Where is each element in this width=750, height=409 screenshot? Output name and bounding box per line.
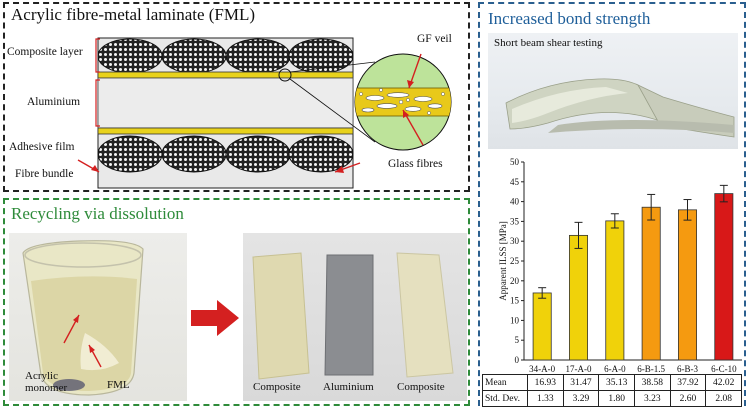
table-cell: 38.58 <box>633 374 671 391</box>
gf-veil-label: GF veil <box>417 33 452 45</box>
table-cell: 42.02 <box>705 374 742 391</box>
specimen-illustration <box>505 78 735 138</box>
short-beam-shear-photo: Short beam shear testing <box>488 33 738 149</box>
bar <box>714 193 734 361</box>
beaker-illustration <box>22 240 144 396</box>
table-row-std: Std. Dev. 1.33 3.29 1.80 3.23 2.60 2.08 <box>482 390 742 407</box>
y-tick-label: 25 <box>510 256 520 266</box>
x-tick-label: 6-B-1.5 <box>637 364 665 374</box>
x-tick-label: 6-B-3 <box>677 364 698 374</box>
x-tick-label: 6-C-10 <box>711 364 737 374</box>
bond-panel-title: Increased bond strength <box>488 9 651 28</box>
fibre-bundle-label: Fibre bundle <box>15 168 74 180</box>
bar <box>605 220 625 361</box>
table-cell: 1.33 <box>527 390 564 407</box>
y-tick-label: 15 <box>510 296 520 306</box>
ilss-chart: 0 5 10 15 20 25 30 35 40 45 50 Apparent ILSS [MPa] 3… <box>480 154 744 407</box>
beaker-photo: Acrylic monomer FML <box>9 233 187 401</box>
y-tick-label: 30 <box>510 236 520 246</box>
top-fibre-bundles <box>97 38 354 74</box>
table-cell: 3.29 <box>562 390 600 407</box>
glass-fibres-label: Glass fibres <box>388 158 443 170</box>
photo-caption: Short beam shear testing <box>494 37 603 49</box>
bond-strength-panel: Increased bond strength Short beam shear… <box>478 2 746 407</box>
fml-label: FML <box>107 379 130 391</box>
y-tick-label: 0 <box>515 355 520 365</box>
table-cell: 35.13 <box>598 374 635 391</box>
x-tick-label: 17-A-0 <box>566 364 592 374</box>
bar <box>532 292 552 361</box>
y-tick-label: 40 <box>510 197 520 207</box>
table-cell: 2.60 <box>669 390 707 407</box>
recycling-panel-title: Recycling via dissolution <box>11 204 184 223</box>
x-tick-label: 6-A-0 <box>604 364 626 374</box>
x-tick-label: 34-A-0 <box>529 364 555 374</box>
strips-illustration <box>252 252 454 380</box>
acrylic-label-line1: Acrylic <box>25 370 58 382</box>
aluminium-strip-label: Aluminium <box>323 381 374 393</box>
table-cell: 37.92 <box>669 374 707 391</box>
bar <box>678 209 697 361</box>
y-tick-label: 45 <box>510 177 520 187</box>
bar <box>569 234 588 361</box>
y-tick-label: 50 <box>510 157 520 167</box>
table-cell: 1.80 <box>598 390 635 407</box>
table-cell: 16.93 <box>527 374 564 391</box>
y-tick-label: 5 <box>515 335 520 345</box>
y-axis-label: Apparent ILSS [MPa] <box>498 221 508 301</box>
fml-panel-title: Acrylic fibre-metal laminate (FML) <box>11 5 256 24</box>
aluminium-label: Aluminium <box>27 96 81 108</box>
composite-right-label: Composite <box>397 381 445 393</box>
y-tick-label: 10 <box>510 315 520 325</box>
table-row-label: Std. Dev. <box>482 390 528 407</box>
bar <box>641 206 661 361</box>
y-tick-label: 20 <box>510 276 520 286</box>
fml-laminate-diagram <box>77 37 452 189</box>
composite-left-label: Composite <box>253 381 301 393</box>
table-cell: 2.08 <box>705 390 742 407</box>
process-arrow-icon <box>191 300 239 336</box>
y-tick-label: 35 <box>510 216 520 226</box>
adhesive-film-label: Adhesive film <box>9 141 75 153</box>
table-cell: 3.23 <box>633 390 671 407</box>
composite-layer-label: Composite layer <box>7 46 83 58</box>
ilss-table: Mean 16.93 31.47 35.13 38.58 37.92 42.02… <box>482 374 742 407</box>
table-row-mean: Mean 16.93 31.47 35.13 38.58 37.92 42.02 <box>482 374 742 391</box>
acrylic-label-line2: monomer <box>25 382 68 394</box>
table-row-label: Mean <box>482 374 528 391</box>
recycling-panel: Recycling via dissolution Acrylic monome… <box>3 198 470 406</box>
acrylic-monomer-label: Acrylic monomer <box>25 370 67 394</box>
ilss-bar-chart: 0 5 10 15 20 25 30 35 40 45 50 Apparent ILSS [MPa] 3… <box>498 157 742 374</box>
table-cell: 31.47 <box>562 374 600 391</box>
fml-panel: Acrylic fibre-metal laminate (FML) <box>3 2 470 192</box>
recovered-materials-photo: Composite Aluminium Composite <box>243 233 467 401</box>
bottom-fibre-bundles <box>97 135 354 173</box>
